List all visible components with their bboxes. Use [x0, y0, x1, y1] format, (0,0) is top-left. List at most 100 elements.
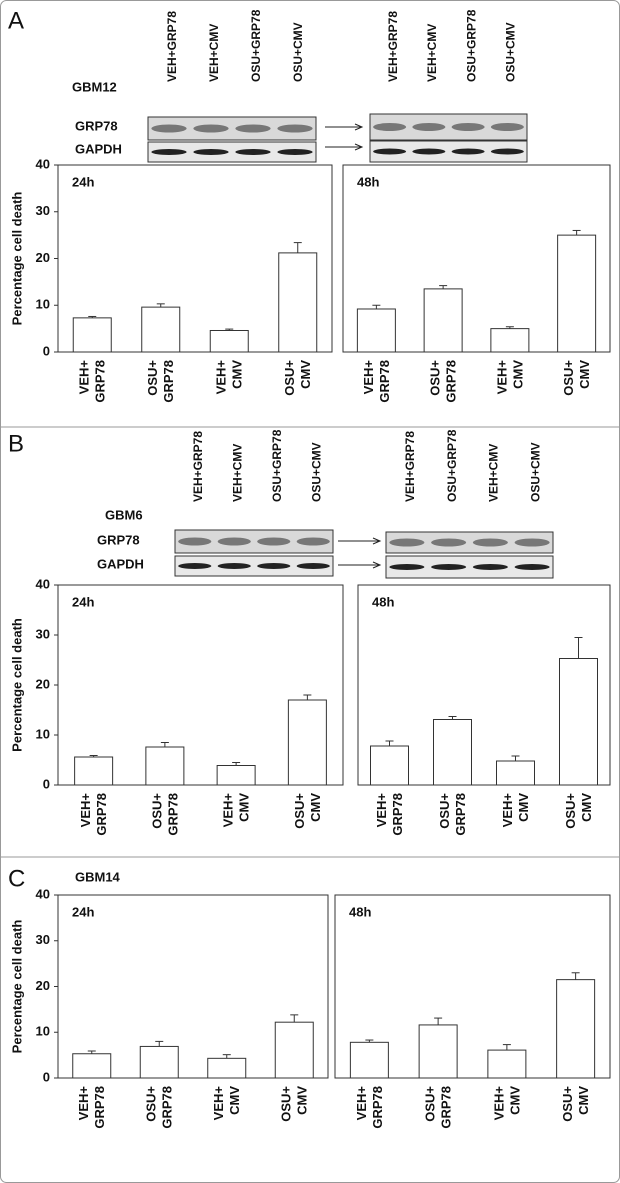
x-tick-label: OSU+ — [560, 1086, 575, 1122]
x-tick-label: VEH+ — [77, 360, 92, 395]
x-tick-label: VEH+ — [361, 360, 376, 395]
blot-row-label: GRP78 — [97, 532, 140, 547]
bar — [139, 1045, 179, 1079]
blot-band — [193, 124, 229, 133]
lane-label: VEH+CMV — [487, 444, 501, 502]
y-tick-label: 40 — [36, 886, 50, 901]
cell-line-label: GBM14 — [75, 869, 121, 884]
x-tick-label: GRP78 — [92, 1086, 107, 1129]
bar — [216, 765, 256, 786]
bar — [209, 329, 249, 353]
blot-band — [257, 563, 291, 569]
bar — [370, 745, 409, 786]
blot-band — [257, 537, 291, 546]
blot-grp78 — [385, 531, 554, 554]
x-tick-label: VEH+ — [354, 1086, 369, 1121]
blot-band — [277, 124, 313, 133]
x-tick-label: GRP78 — [439, 1086, 454, 1129]
bar — [72, 317, 112, 353]
blot-band — [217, 537, 251, 546]
panel-letter: A — [8, 7, 24, 34]
blot-gapdh — [147, 141, 317, 163]
chart-title: 48h — [357, 174, 379, 189]
lane-label: OSU+CMV — [504, 22, 518, 82]
blot-band — [412, 123, 446, 131]
y-tick-label: 0 — [43, 1069, 50, 1084]
x-tick-label: CMV — [510, 360, 525, 389]
x-tick-label: GRP78 — [444, 360, 459, 403]
bar — [559, 658, 598, 786]
plot-frame — [334, 894, 611, 1079]
x-tick-label: CMV — [579, 793, 594, 822]
bar — [72, 1053, 112, 1079]
cell-line-label: GBM6 — [105, 507, 143, 522]
blot-band — [296, 563, 330, 569]
y-tick-label: 10 — [36, 1024, 50, 1039]
x-tick-label: VEH+ — [211, 1086, 226, 1121]
bar — [487, 1049, 527, 1079]
y-tick-label: 10 — [36, 726, 50, 741]
x-tick-label: VEH+ — [76, 1086, 91, 1121]
x-tick-label: GRP78 — [161, 360, 176, 403]
x-tick-label: OSU+ — [428, 360, 443, 396]
x-tick-label: GRP78 — [453, 793, 468, 836]
x-tick-label: VEH+ — [494, 360, 509, 395]
chart-title: 24h — [72, 904, 94, 919]
blot-band — [178, 537, 212, 546]
lane-label: OSU+GRP78 — [270, 429, 284, 502]
chart-title: 24h — [72, 174, 94, 189]
y-tick-label: 20 — [36, 978, 50, 993]
x-tick-label: VEH+ — [374, 793, 389, 828]
bar — [207, 1057, 247, 1079]
x-tick-label: CMV — [295, 1086, 310, 1115]
y-tick-label: 20 — [36, 250, 50, 265]
x-tick-label: OSU+ — [145, 360, 160, 396]
lane-label: VEH+CMV — [230, 444, 244, 502]
plot-frame — [357, 584, 611, 786]
blot-band — [389, 564, 425, 570]
chart-title: 48h — [349, 904, 371, 919]
blot-band — [373, 123, 407, 131]
blot-band — [431, 538, 467, 547]
plot-frame — [342, 164, 611, 353]
blot-band — [514, 538, 550, 547]
blot-gapdh — [385, 555, 554, 579]
x-tick-label: OSU+ — [279, 1086, 294, 1122]
chart-title: 24h — [72, 594, 94, 609]
bar — [145, 746, 185, 786]
x-tick-label: GRP78 — [390, 793, 405, 836]
x-tick-label: CMV — [237, 793, 252, 822]
x-tick-label: CMV — [308, 793, 323, 822]
bar — [423, 288, 463, 353]
bar — [287, 699, 327, 786]
bar — [433, 719, 472, 786]
blot-band — [235, 124, 271, 133]
x-tick-label: CMV — [576, 1086, 591, 1115]
bar — [278, 252, 318, 353]
x-tick-label: OSU+ — [144, 1086, 159, 1122]
bar — [557, 234, 597, 353]
bar — [356, 308, 396, 353]
blot-band — [472, 564, 508, 570]
blot-band — [451, 123, 485, 131]
bar — [496, 760, 535, 786]
y-tick-label: 40 — [36, 156, 50, 171]
y-tick-label: 30 — [36, 626, 50, 641]
x-tick-label: CMV — [577, 360, 592, 389]
y-tick-label: 30 — [36, 203, 50, 218]
cell-line-label: GBM12 — [72, 79, 117, 94]
blot-band — [217, 563, 251, 569]
blot-band — [412, 148, 446, 155]
y-tick-label: 0 — [43, 776, 50, 791]
x-tick-label: VEH+ — [221, 793, 236, 828]
chart-title: 48h — [372, 594, 394, 609]
bar — [490, 328, 530, 353]
blot-band — [373, 148, 407, 155]
blot-band — [151, 124, 187, 133]
bar — [349, 1041, 389, 1079]
y-axis-label: Percentage cell death — [9, 920, 24, 1054]
y-tick-label: 10 — [36, 297, 50, 312]
arrow-head — [354, 123, 364, 131]
lane-label: OSU+CMV — [309, 442, 323, 502]
x-tick-label: GRP78 — [165, 793, 180, 836]
